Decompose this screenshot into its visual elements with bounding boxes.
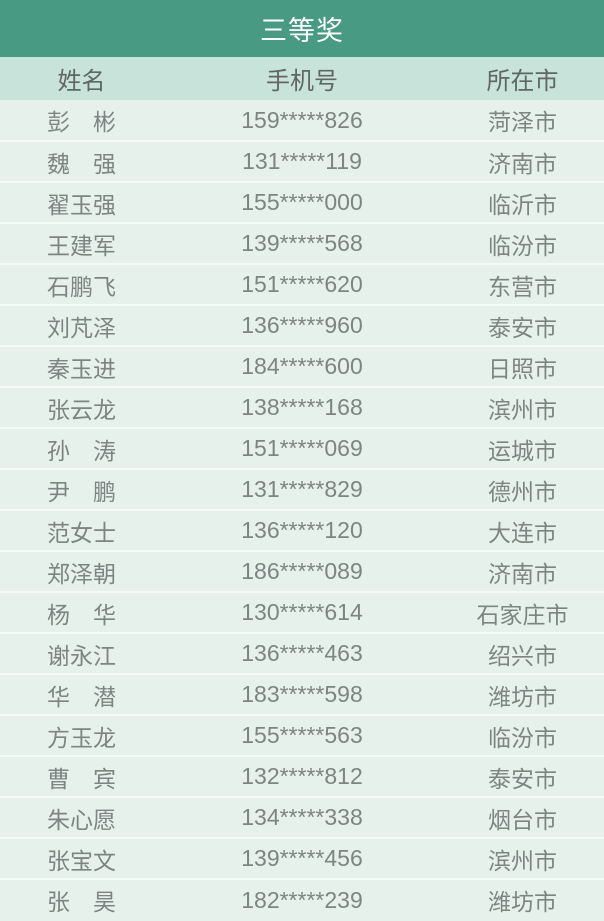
column-header-city: 所在市: [486, 68, 559, 95]
city-cell: 临汾市: [487, 724, 557, 751]
phone-cell: 159*****826: [241, 106, 363, 133]
name-cell: 石鹏飞: [47, 273, 117, 300]
phone-cell: 139*****456: [241, 845, 363, 871]
table-row: 刘芃泽 136*****960 泰安市: [0, 305, 604, 346]
name-cell: 张云龙: [47, 396, 117, 423]
table-body: 彭 彬 159*****826 菏泽市 魏 强 131*****119 济南市 …: [0, 100, 604, 920]
phone-cell: 134*****338: [241, 804, 363, 830]
name-cell: 秦玉进: [47, 355, 117, 382]
table-row: 张 昊 182*****239 潍坊市: [0, 879, 604, 920]
phone-cell: 182*****239: [241, 886, 363, 913]
phone-cell: 131*****119: [242, 148, 362, 174]
table-header-row: 姓名 手机号 所在市: [0, 57, 604, 100]
city-cell: 潍坊市: [487, 683, 557, 710]
table-row: 华 潜 183*****598 潍坊市: [0, 674, 604, 715]
table-row: 谢永江 136*****463 绍兴市: [0, 633, 604, 674]
phone-cell: 138*****168: [241, 394, 363, 420]
table-row: 魏 强 131*****119 济南市: [0, 141, 604, 182]
name-cell: 尹 鹏: [47, 478, 117, 505]
table-row: 张宝文 139*****456 滨州市: [0, 838, 604, 879]
title-text: 三等奖: [260, 16, 344, 46]
table-row: 孙 涛 151*****069 运城市: [0, 428, 604, 469]
name-cell: 朱心愿: [47, 806, 117, 833]
name-cell: 范女士: [47, 519, 117, 546]
name-cell: 曹 宾: [47, 765, 117, 792]
table-row: 方玉龙 155*****563 临汾市: [0, 715, 604, 756]
city-cell: 德州市: [487, 478, 557, 505]
name-cell: 孙 涛: [47, 437, 117, 464]
city-cell: 大连市: [487, 519, 557, 546]
table-row: 彭 彬 159*****826 菏泽市: [0, 100, 604, 141]
name-cell: 谢永江: [47, 642, 117, 669]
name-cell: 翟玉强: [47, 191, 117, 218]
city-cell: 临沂市: [487, 191, 557, 218]
city-cell: 菏泽市: [487, 109, 557, 135]
city-cell: 东营市: [487, 273, 557, 300]
phone-cell: 136*****463: [241, 640, 363, 666]
city-cell: 烟台市: [487, 806, 557, 833]
phone-cell: 151*****620: [241, 271, 363, 297]
table-row: 王建军 139*****568 临汾市: [0, 223, 604, 264]
table-row: 杨 华 130*****614 石家庄市: [0, 592, 604, 633]
phone-cell: 132*****812: [241, 763, 363, 789]
table-row: 朱心愿 134*****338 烟台市: [0, 797, 604, 838]
name-cell: 杨 华: [47, 601, 117, 628]
table-row: 尹 鹏 131*****829 德州市: [0, 469, 604, 510]
phone-cell: 151*****069: [241, 435, 363, 461]
city-cell: 泰安市: [487, 765, 557, 792]
winners-table: 姓名 手机号 所在市 彭 彬 159*****826 菏泽市 魏 强 131**…: [0, 57, 604, 920]
phone-cell: 184*****600: [241, 353, 363, 379]
city-cell: 济南市: [487, 150, 557, 177]
city-cell: 潍坊市: [487, 889, 557, 915]
phone-cell: 130*****614: [241, 599, 363, 625]
name-cell: 华 潜: [47, 683, 117, 710]
column-header-phone: 手机号: [265, 68, 338, 95]
city-cell: 滨州市: [487, 396, 557, 423]
table-row: 石鹏飞 151*****620 东营市: [0, 264, 604, 305]
name-cell: 张 昊: [47, 889, 117, 915]
phone-cell: 155*****000: [241, 189, 363, 215]
phone-cell: 186*****089: [241, 558, 363, 584]
city-cell: 日照市: [487, 355, 557, 382]
phone-cell: 136*****120: [241, 517, 363, 543]
table-row: 秦玉进 184*****600 日照市: [0, 346, 604, 387]
phone-cell: 139*****568: [241, 230, 363, 256]
table-row: 范女士 136*****120 大连市: [0, 510, 604, 551]
name-cell: 郑泽朝: [47, 560, 117, 587]
table-row: 张云龙 138*****168 滨州市: [0, 387, 604, 428]
name-cell: 张宝文: [47, 847, 117, 874]
city-cell: 临汾市: [487, 232, 557, 259]
phone-cell: 136*****960: [241, 312, 363, 338]
prize-tier-title: 三等奖: [0, 0, 604, 57]
phone-cell: 183*****598: [241, 681, 363, 707]
city-cell: 滨州市: [487, 847, 557, 874]
city-cell: 绍兴市: [487, 642, 557, 669]
name-cell: 王建军: [47, 232, 117, 259]
column-header-name: 姓名: [57, 68, 106, 95]
name-cell: 魏 强: [47, 150, 117, 177]
city-cell: 泰安市: [487, 314, 557, 341]
name-cell: 方玉龙: [47, 724, 117, 751]
table-row: 曹 宾 132*****812 泰安市: [0, 756, 604, 797]
city-cell: 运城市: [487, 437, 557, 464]
table-row: 郑泽朝 186*****089 济南市: [0, 551, 604, 592]
city-cell: 石家庄市: [476, 601, 569, 628]
phone-cell: 131*****829: [241, 476, 363, 502]
name-cell: 刘芃泽: [47, 314, 117, 341]
table-row: 翟玉强 155*****000 临沂市: [0, 182, 604, 223]
name-cell: 彭 彬: [47, 109, 117, 135]
city-cell: 济南市: [487, 560, 557, 587]
phone-cell: 155*****563: [241, 722, 363, 748]
